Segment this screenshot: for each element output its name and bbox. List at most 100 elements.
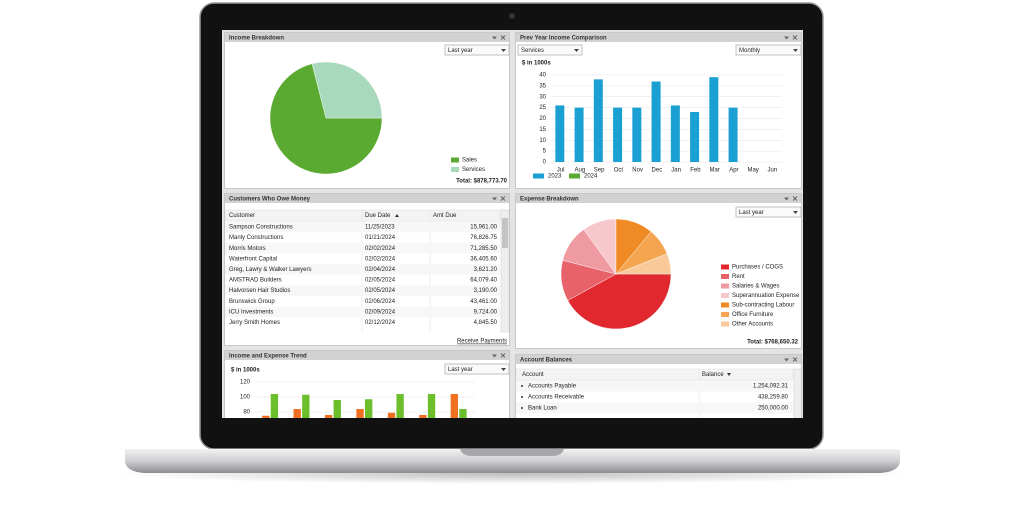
bar bbox=[262, 415, 270, 418]
panel-header bbox=[516, 33, 801, 42]
pie-slice bbox=[567, 273, 672, 330]
dropdown-text: Last year bbox=[448, 48, 473, 54]
dropdown-text: Last year bbox=[448, 367, 473, 373]
collapse-icon[interactable] bbox=[784, 358, 789, 362]
close-icon[interactable] bbox=[792, 35, 798, 40]
bar bbox=[670, 105, 680, 162]
screen: Income Breakdown Last year Sales Services To… bbox=[222, 30, 803, 418]
row-stripe bbox=[225, 242, 500, 254]
bullet bbox=[520, 384, 524, 388]
axis-label: $ in 1000s bbox=[522, 61, 551, 67]
bar bbox=[632, 107, 642, 162]
bar bbox=[593, 79, 603, 162]
dropdown[interactable] bbox=[735, 206, 801, 218]
legend-swatch bbox=[451, 167, 459, 172]
cell: 01/21/2024 bbox=[365, 235, 396, 241]
collapse-icon[interactable] bbox=[492, 36, 497, 40]
row-stripe bbox=[225, 221, 500, 233]
column-header: Due Date bbox=[365, 213, 391, 219]
cell: 02/05/2024 bbox=[365, 288, 396, 294]
dropdown-arrow bbox=[793, 49, 798, 52]
y-tick-label: 40 bbox=[539, 73, 546, 79]
panel-canvas: Income and Expense Trend Last year $ in 10… bbox=[225, 351, 509, 418]
panel: Income Breakdown Last year Sales Services To… bbox=[224, 32, 510, 189]
notch bbox=[460, 449, 564, 456]
dropdown-arrow bbox=[574, 49, 579, 52]
cell: Jerry Smith Homes bbox=[229, 320, 280, 326]
link[interactable]: Receive Payments bbox=[457, 339, 507, 345]
bullet bbox=[520, 395, 524, 399]
dropdown[interactable] bbox=[444, 363, 509, 375]
close-icon[interactable] bbox=[500, 196, 506, 201]
legend-label: Sub-contracting Labour bbox=[732, 303, 794, 309]
close-icon[interactable] bbox=[500, 35, 506, 40]
bar bbox=[709, 77, 719, 162]
y-tick-label: 15 bbox=[539, 127, 546, 133]
legend-swatch bbox=[721, 274, 729, 279]
close-icon[interactable] bbox=[500, 353, 506, 358]
cell: Sampson Constructions bbox=[229, 225, 293, 231]
panel-title: Prev Year Income Comparison bbox=[520, 36, 607, 42]
panel-title: Account Balances bbox=[520, 358, 573, 364]
panel-header bbox=[516, 355, 801, 364]
dropdown[interactable] bbox=[735, 44, 801, 56]
y-tick-label: 80 bbox=[243, 410, 250, 416]
cell: Brunswick Group bbox=[229, 299, 275, 305]
dropdown-text: Monthly bbox=[739, 48, 760, 54]
camera bbox=[509, 13, 515, 19]
x-tick-label: Aug bbox=[575, 168, 586, 174]
close-icon[interactable] bbox=[792, 196, 798, 201]
collapse-icon[interactable] bbox=[784, 36, 789, 40]
y-tick-label: 120 bbox=[240, 380, 251, 386]
bar bbox=[728, 107, 738, 162]
total: Total: $878,773.70 bbox=[456, 179, 508, 185]
panel: Expense Breakdown Last year Purchases / CO… bbox=[515, 193, 802, 349]
cell: 3,621.20 bbox=[474, 267, 498, 273]
dropdown[interactable] bbox=[517, 44, 583, 56]
bar bbox=[324, 415, 333, 418]
sort-arrow bbox=[395, 214, 399, 217]
dropdown[interactable] bbox=[444, 44, 509, 56]
y-tick-label: 20 bbox=[539, 116, 546, 122]
close-icon[interactable] bbox=[792, 357, 798, 362]
panel: Income and Expense Trend Last year $ in 10… bbox=[224, 350, 510, 418]
bar bbox=[459, 409, 467, 418]
scroll-thumb[interactable] bbox=[502, 218, 508, 248]
panel-title: Income Breakdown bbox=[229, 36, 284, 42]
cell: 71,285.50 bbox=[470, 246, 497, 252]
cell: Manly Constructions bbox=[229, 235, 283, 241]
panel-title: Income and Expense Trend bbox=[229, 354, 307, 360]
collapse-icon[interactable] bbox=[492, 354, 497, 358]
cell: 64,079.40 bbox=[470, 278, 497, 284]
row-stripe bbox=[225, 264, 500, 275]
legend-label: Purchases / COGS bbox=[732, 265, 783, 271]
bar bbox=[396, 394, 404, 418]
bar bbox=[387, 412, 396, 418]
dropdown-text: Last year bbox=[739, 210, 764, 216]
collapse-icon[interactable] bbox=[784, 197, 789, 201]
cell: Greg, Lawry & Walker Lawyers bbox=[229, 267, 311, 273]
row-stripe bbox=[225, 306, 500, 318]
bar bbox=[651, 81, 661, 162]
row-stripe bbox=[516, 402, 793, 414]
bar bbox=[555, 105, 565, 162]
x-tick-label: Nov bbox=[632, 168, 643, 174]
legend-swatch bbox=[721, 321, 729, 327]
legend-label: Superannuation Expense bbox=[732, 293, 800, 299]
panel-canvas: Account Balances Account Balance Accounts P… bbox=[516, 355, 801, 418]
y-tick-label: 25 bbox=[539, 105, 546, 111]
legend-label: 2023 bbox=[548, 174, 562, 180]
bar bbox=[419, 415, 427, 418]
x-tick-label: Dec bbox=[652, 168, 663, 174]
cell: 02/09/2024 bbox=[365, 309, 396, 315]
collapse-icon[interactable] bbox=[492, 197, 497, 201]
table-header bbox=[516, 368, 794, 381]
pie-slice bbox=[615, 253, 672, 275]
panel-canvas: Prev Year Income Comparison Services Month… bbox=[516, 33, 801, 180]
bar bbox=[333, 400, 341, 418]
cell: Waterfront Capital bbox=[229, 256, 277, 262]
cell: Accounts Payable bbox=[528, 384, 577, 390]
cell: 02/02/2024 bbox=[365, 256, 396, 262]
cell: 250,000.00 bbox=[758, 406, 789, 412]
cell: 11/25/2023 bbox=[365, 225, 395, 231]
